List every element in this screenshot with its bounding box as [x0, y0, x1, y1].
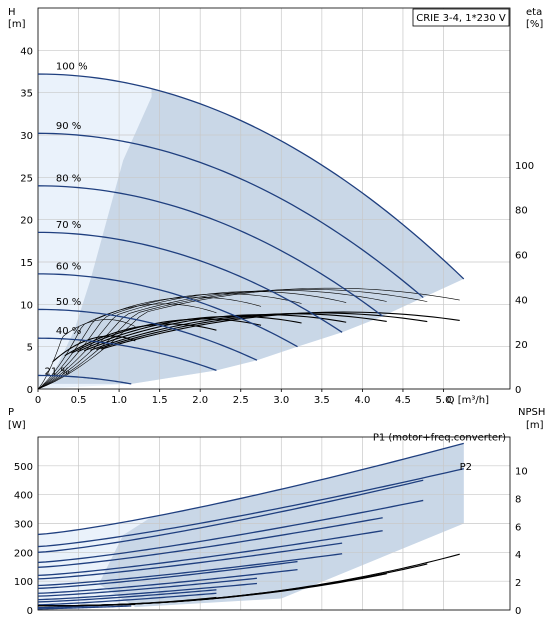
top-y-axis-unit: [m]	[8, 19, 26, 30]
p2-power-curve	[37, 553, 343, 587]
top-right-tick-label: 80	[515, 206, 528, 217]
bottom-y-tick-label: 500	[14, 462, 33, 473]
speed-curve	[37, 308, 258, 361]
bottom-plot-frame	[37, 436, 511, 611]
top-x-tick-label: 1.0	[111, 395, 127, 406]
efficiency-curve	[37, 287, 460, 390]
p1-power-curve	[37, 589, 217, 603]
x-axis-label: Q [m³/h]	[447, 395, 489, 406]
top-x-tick-label: 3.0	[273, 395, 289, 406]
p1-power-curve	[37, 479, 424, 553]
top-right-axis-label: eta	[526, 7, 542, 18]
p1-annotation: P1 (motor+freq.converter)	[373, 432, 506, 443]
top-x-tick-label: 4.0	[354, 395, 370, 406]
bottom-right-tick-label: 8	[515, 494, 521, 505]
speed-curve-label: 90 %	[56, 121, 81, 132]
p2-power-curve	[37, 499, 424, 564]
top-x-tick-label: 2.0	[192, 395, 208, 406]
top-plot-frame	[37, 7, 511, 390]
speed-curve-label: 50 %	[56, 297, 81, 308]
top-y-tick-label: 35	[20, 89, 33, 100]
p2-power-curve	[37, 568, 298, 594]
speed-curve	[37, 374, 132, 385]
head-plot: 100 % 90 % 80 % 70 % 60 % 50 % 40 % 21 % 0 0.5 1.0…	[20, 7, 534, 406]
top-x-tick-label: 3.5	[314, 395, 330, 406]
speed-curve	[37, 273, 298, 348]
top-right-tick-label: 60	[515, 251, 528, 262]
bottom-right-tick-label: 4	[515, 550, 521, 561]
top-y-tick-label: 0	[27, 385, 33, 396]
bottom-y-tick-label: 100	[14, 577, 33, 588]
speed-curve-label: 60 %	[56, 261, 81, 272]
bottom-y-tick-label: 0	[27, 606, 33, 617]
efficiency-curve	[37, 319, 136, 390]
efficiency-curve-bold	[71, 318, 262, 354]
chart-title: CRIE 3-4, 1*230 V	[416, 13, 506, 24]
bottom-y-tick-label: 300	[14, 520, 33, 531]
efficiency-curve	[37, 303, 217, 390]
top-right-tick-label: 100	[515, 161, 534, 172]
speed-curve	[37, 185, 384, 317]
bottom-right-tick-label: 0	[515, 606, 521, 617]
p2-power-curve	[37, 530, 383, 577]
speed-curve-label: 100 %	[56, 62, 88, 73]
p2-power-curve	[37, 468, 464, 548]
bottom-right-tick-label: 2	[515, 578, 521, 589]
top-y-axis-label: H	[8, 7, 16, 18]
p1-power-curve	[37, 517, 383, 568]
efficiency-curve-bold	[96, 312, 428, 351]
top-x-tick-label: 0.5	[71, 395, 87, 406]
p1-power-curve	[37, 577, 258, 597]
speed-curve-label: 40 %	[56, 326, 81, 337]
efficiency-curve-bold	[64, 323, 217, 357]
top-x-tick-label: 1.5	[152, 395, 168, 406]
top-y-tick-label: 25	[20, 173, 33, 184]
speed-curve-label: 70 %	[56, 220, 81, 231]
speed-curve-label: 80 %	[56, 173, 81, 184]
speed-curve-label: 21 %	[44, 366, 69, 377]
top-x-tick-label: 0	[35, 395, 41, 406]
top-x-tick-label: 5.0	[436, 395, 452, 406]
top-y-tick-label: 30	[20, 131, 33, 142]
speed-curve	[37, 73, 465, 280]
speed-curve	[37, 132, 424, 299]
bottom-y-axis-label: P	[8, 407, 14, 418]
bottom-y-tick-label: 400	[14, 491, 33, 502]
top-right-axis-unit: [%]	[526, 19, 543, 30]
p1-power-curve	[37, 560, 298, 590]
top-y-tick-label: 10	[20, 300, 33, 311]
p1-power-curve	[37, 442, 464, 536]
efficiency-curve-bold	[52, 335, 136, 363]
top-x-tick-label: 2.5	[233, 395, 249, 406]
p2-power-curve	[37, 582, 258, 601]
power-plot: 0 100 200 300 400 500 0 2 4 6 8 10 P1 (motor+freq.co…	[14, 432, 528, 617]
bottom-right-tick-label: 6	[515, 522, 521, 533]
top-x-tick-label: 4.5	[395, 395, 411, 406]
bottom-y-axis-unit: [W]	[8, 420, 26, 431]
p2-power-curve	[37, 605, 132, 610]
speed-curve	[37, 231, 343, 333]
bottom-y-tick-label: 200	[14, 548, 33, 559]
top-operating-region-dark	[46, 88, 464, 384]
top-y-tick-label: 15	[20, 258, 33, 269]
top-y-tick-label: 5	[27, 343, 33, 354]
top-right-tick-label: 40	[515, 295, 528, 306]
p2-power-curve	[37, 592, 217, 606]
top-right-tick-label: 0	[515, 385, 521, 396]
bottom-right-axis-label: NPSH	[518, 407, 545, 418]
npsh-curve	[37, 603, 136, 607]
p1-power-curve	[37, 542, 343, 580]
top-y-tick-label: 20	[20, 216, 33, 227]
chart-title-box	[412, 8, 510, 27]
bottom-right-axis-unit: [m]	[526, 420, 544, 431]
top-y-tick-label: 40	[20, 46, 33, 57]
top-right-tick-label: 20	[515, 340, 528, 351]
bottom-right-tick-label: 10	[515, 466, 528, 477]
p2-annotation: P2	[460, 462, 472, 473]
speed-curve	[37, 337, 217, 371]
